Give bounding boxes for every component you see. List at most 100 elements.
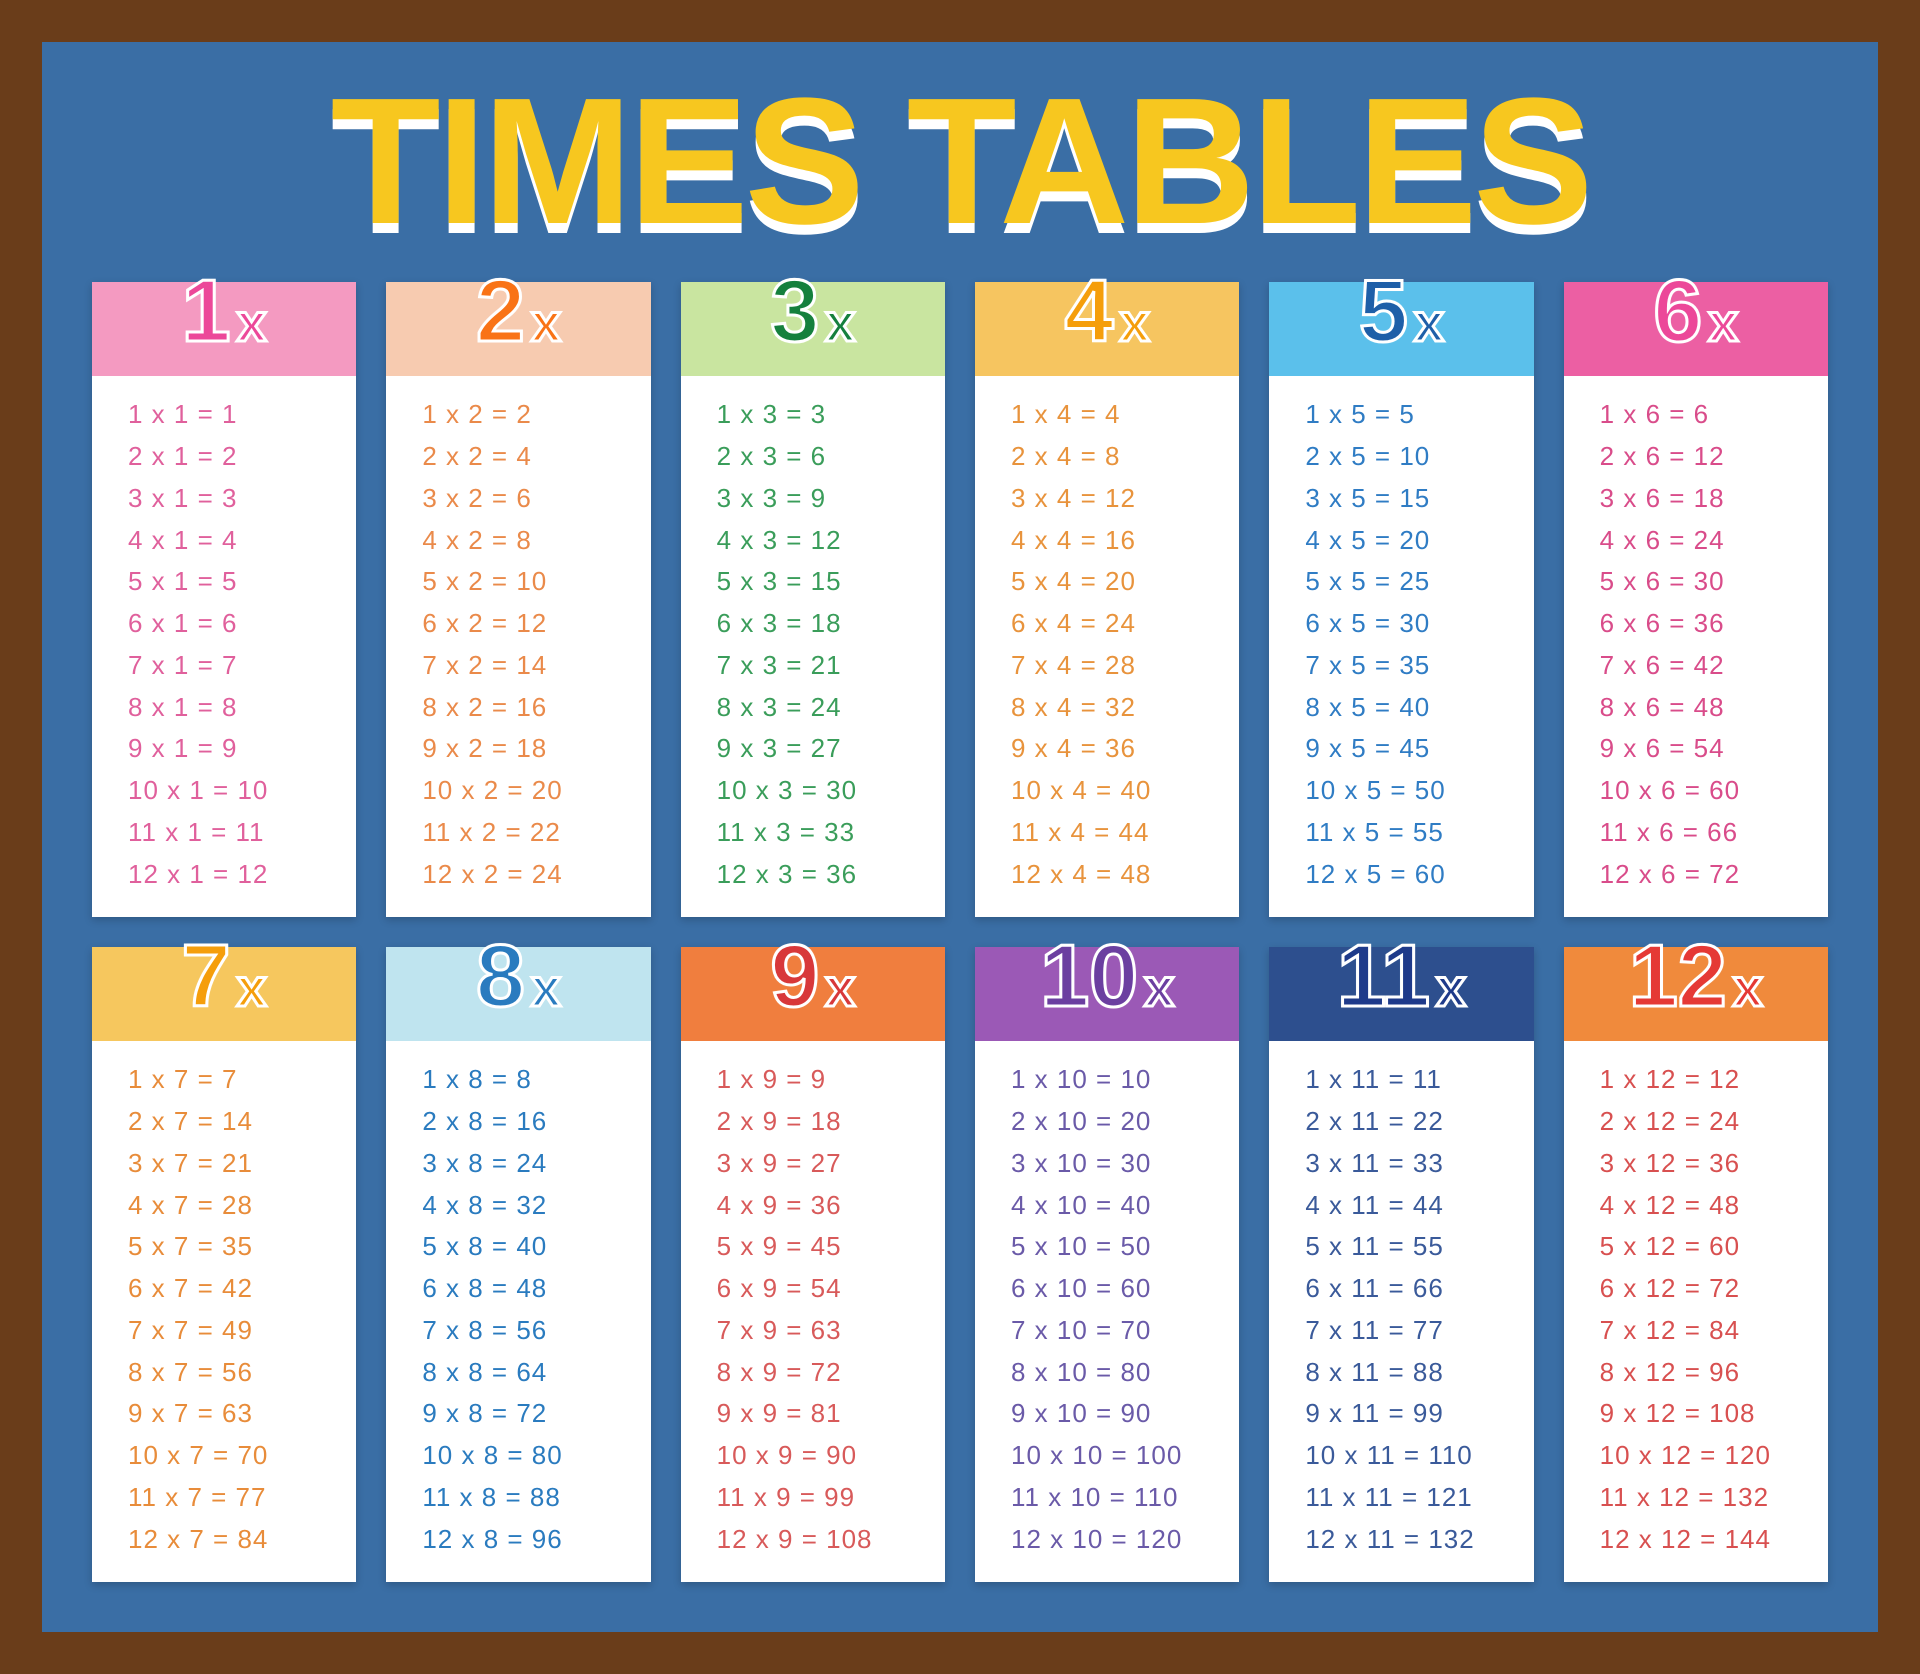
table-row: 10 x 12 = 120	[1600, 1440, 1804, 1471]
table-row: 7 x 2 = 14	[422, 650, 626, 681]
table-card-2: 2x1 x 2 = 22 x 2 = 43 x 2 = 64 x 2 = 85 …	[386, 282, 650, 917]
table-header-8: 8x	[386, 947, 650, 1041]
table-row: 5 x 12 = 60	[1600, 1231, 1804, 1262]
table-header-number: 1	[182, 267, 231, 355]
table-row: 1 x 12 = 12	[1600, 1064, 1804, 1095]
table-row: 5 x 8 = 40	[422, 1231, 626, 1262]
table-body-12: 1 x 12 = 122 x 12 = 243 x 12 = 364 x 12 …	[1564, 1041, 1828, 1582]
table-row: 2 x 2 = 4	[422, 441, 626, 472]
table-row: 6 x 2 = 12	[422, 608, 626, 639]
table-row: 7 x 9 = 63	[717, 1315, 921, 1346]
table-row: 1 x 3 = 3	[717, 399, 921, 430]
table-row: 8 x 9 = 72	[717, 1357, 921, 1388]
table-row: 10 x 10 = 100	[1011, 1440, 1215, 1471]
table-row: 12 x 9 = 108	[717, 1524, 921, 1555]
table-header-12: 12x	[1564, 947, 1828, 1041]
table-row: 9 x 2 = 18	[422, 733, 626, 764]
table-header-number: 10	[1040, 932, 1138, 1020]
board: TIMES TABLES TIMES TABLES 1x1 x 1 = 12 x…	[42, 42, 1878, 1632]
multiply-icon: x	[1120, 292, 1150, 354]
table-row: 10 x 6 = 60	[1600, 775, 1804, 806]
table-row: 2 x 11 = 22	[1305, 1106, 1509, 1137]
table-row: 4 x 4 = 16	[1011, 525, 1215, 556]
table-row: 10 x 5 = 50	[1305, 775, 1509, 806]
table-row: 5 x 5 = 25	[1305, 566, 1509, 597]
table-body-2: 1 x 2 = 22 x 2 = 43 x 2 = 64 x 2 = 85 x …	[386, 376, 650, 917]
table-header-2: 2x	[386, 282, 650, 376]
table-row: 5 x 10 = 50	[1011, 1231, 1215, 1262]
table-row: 10 x 3 = 30	[717, 775, 921, 806]
table-row: 2 x 5 = 10	[1305, 441, 1509, 472]
table-body-4: 1 x 4 = 42 x 4 = 83 x 4 = 124 x 4 = 165 …	[975, 376, 1239, 917]
table-row: 11 x 10 = 110	[1011, 1482, 1215, 1513]
table-row: 2 x 1 = 2	[128, 441, 332, 472]
table-row: 12 x 3 = 36	[717, 859, 921, 890]
table-body-3: 1 x 3 = 32 x 3 = 63 x 3 = 94 x 3 = 125 x…	[681, 376, 945, 917]
table-header-5: 5x	[1269, 282, 1533, 376]
table-header-number: 2	[476, 267, 525, 355]
table-row: 1 x 8 = 8	[422, 1064, 626, 1095]
table-row: 5 x 11 = 55	[1305, 1231, 1509, 1262]
table-row: 11 x 11 = 121	[1305, 1482, 1509, 1513]
table-card-6: 6x1 x 6 = 62 x 6 = 123 x 6 = 184 x 6 = 2…	[1564, 282, 1828, 917]
table-row: 10 x 9 = 90	[717, 1440, 921, 1471]
table-row: 3 x 11 = 33	[1305, 1148, 1509, 1179]
table-row: 10 x 8 = 80	[422, 1440, 626, 1471]
table-card-8: 8x1 x 8 = 82 x 8 = 163 x 8 = 244 x 8 = 3…	[386, 947, 650, 1582]
table-row: 12 x 10 = 120	[1011, 1524, 1215, 1555]
table-row: 8 x 8 = 64	[422, 1357, 626, 1388]
table-row: 1 x 11 = 11	[1305, 1064, 1509, 1095]
table-row: 6 x 3 = 18	[717, 608, 921, 639]
table-row: 7 x 11 = 77	[1305, 1315, 1509, 1346]
table-row: 12 x 2 = 24	[422, 859, 626, 890]
table-row: 9 x 3 = 27	[717, 733, 921, 764]
table-row: 3 x 2 = 6	[422, 483, 626, 514]
table-row: 3 x 1 = 3	[128, 483, 332, 514]
table-row: 2 x 9 = 18	[717, 1106, 921, 1137]
table-row: 10 x 7 = 70	[128, 1440, 332, 1471]
table-row: 4 x 5 = 20	[1305, 525, 1509, 556]
table-row: 10 x 4 = 40	[1011, 775, 1215, 806]
table-row: 3 x 10 = 30	[1011, 1148, 1215, 1179]
table-row: 3 x 4 = 12	[1011, 483, 1215, 514]
table-row: 11 x 8 = 88	[422, 1482, 626, 1513]
table-row: 4 x 9 = 36	[717, 1190, 921, 1221]
table-row: 5 x 7 = 35	[128, 1231, 332, 1262]
table-body-9: 1 x 9 = 92 x 9 = 183 x 9 = 274 x 9 = 365…	[681, 1041, 945, 1582]
outer-frame: TIMES TABLES TIMES TABLES 1x1 x 1 = 12 x…	[0, 0, 1920, 1674]
table-card-12: 12x1 x 12 = 122 x 12 = 243 x 12 = 364 x …	[1564, 947, 1828, 1582]
table-row: 11 x 2 = 22	[422, 817, 626, 848]
table-card-1: 1x1 x 1 = 12 x 1 = 23 x 1 = 34 x 1 = 45 …	[92, 282, 356, 917]
table-row: 5 x 1 = 5	[128, 566, 332, 597]
table-row: 1 x 1 = 1	[128, 399, 332, 430]
table-row: 9 x 9 = 81	[717, 1398, 921, 1429]
table-row: 9 x 10 = 90	[1011, 1398, 1215, 1429]
table-card-4: 4x1 x 4 = 42 x 4 = 83 x 4 = 124 x 4 = 16…	[975, 282, 1239, 917]
table-row: 8 x 3 = 24	[717, 692, 921, 723]
multiply-icon: x	[825, 292, 855, 354]
title-text: TIMES TABLES	[331, 61, 1590, 262]
table-header-4: 4x	[975, 282, 1239, 376]
table-row: 1 x 6 = 6	[1600, 399, 1804, 430]
table-header-7: 7x	[92, 947, 356, 1041]
table-row: 2 x 3 = 6	[717, 441, 921, 472]
table-row: 8 x 4 = 32	[1011, 692, 1215, 723]
table-row: 4 x 12 = 48	[1600, 1190, 1804, 1221]
multiply-icon: x	[1708, 292, 1738, 354]
table-row: 7 x 10 = 70	[1011, 1315, 1215, 1346]
table-row: 8 x 11 = 88	[1305, 1357, 1509, 1388]
table-header-number: 8	[476, 932, 525, 1020]
table-card-3: 3x1 x 3 = 32 x 3 = 63 x 3 = 94 x 3 = 125…	[681, 282, 945, 917]
table-row: 4 x 10 = 40	[1011, 1190, 1215, 1221]
table-row: 6 x 6 = 36	[1600, 608, 1804, 639]
table-body-6: 1 x 6 = 62 x 6 = 123 x 6 = 184 x 6 = 245…	[1564, 376, 1828, 917]
table-row: 2 x 7 = 14	[128, 1106, 332, 1137]
table-row: 3 x 7 = 21	[128, 1148, 332, 1179]
table-row: 8 x 1 = 8	[128, 692, 332, 723]
table-row: 11 x 5 = 55	[1305, 817, 1509, 848]
table-row: 9 x 5 = 45	[1305, 733, 1509, 764]
table-row: 4 x 2 = 8	[422, 525, 626, 556]
table-row: 8 x 2 = 16	[422, 692, 626, 723]
table-row: 10 x 11 = 110	[1305, 1440, 1509, 1471]
table-row: 9 x 11 = 99	[1305, 1398, 1509, 1429]
